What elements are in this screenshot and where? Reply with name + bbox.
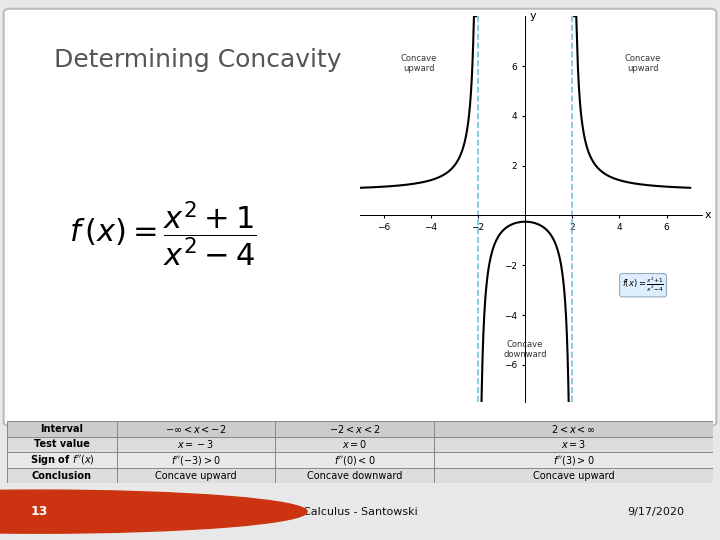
Text: $f\,(x) = \dfrac{x^2+1}{x^2-4}$: $f\,(x) = \dfrac{x^2+1}{x^2-4}$: [68, 199, 256, 268]
Text: Concave downward: Concave downward: [307, 470, 402, 481]
Text: 9/17/2020: 9/17/2020: [628, 507, 685, 517]
Bar: [117, 437, 275, 453]
Bar: [7, 437, 117, 453]
Text: Concave upward: Concave upward: [155, 470, 237, 481]
Text: Concave
upward: Concave upward: [625, 53, 661, 73]
Text: x: x: [704, 211, 711, 220]
Text: $-2 < x < 2$: $-2 < x < 2$: [329, 423, 380, 435]
Bar: [434, 453, 713, 468]
FancyBboxPatch shape: [4, 9, 716, 426]
Text: $x = 0$: $x = 0$: [342, 438, 367, 450]
Bar: [434, 421, 713, 437]
Text: $f''(3) > 0$: $f''(3) > 0$: [553, 454, 594, 467]
Bar: [275, 437, 434, 453]
Circle shape: [0, 490, 307, 533]
Text: $x = -3$: $x = -3$: [177, 438, 215, 450]
Text: Concave
upward: Concave upward: [401, 53, 437, 73]
Text: Concave upward: Concave upward: [533, 470, 614, 481]
Text: Calculus - Santowski: Calculus - Santowski: [302, 507, 418, 517]
Text: $-\infty < x < -2$: $-\infty < x < -2$: [166, 423, 227, 435]
Text: 13: 13: [30, 505, 48, 518]
Text: $f''(-3) > 0$: $f''(-3) > 0$: [171, 454, 221, 467]
Bar: [275, 421, 434, 437]
Text: $f''(0) < 0$: $f''(0) < 0$: [334, 454, 375, 467]
Bar: [275, 468, 434, 483]
Text: $f(x){=}\frac{x^2{+}1}{x^2{-}4}$: $f(x){=}\frac{x^2{+}1}{x^2{-}4}$: [622, 276, 664, 294]
Bar: [117, 453, 275, 468]
Text: y: y: [530, 11, 536, 21]
Text: Concave
downward: Concave downward: [503, 340, 547, 360]
Text: $2 < x < \infty$: $2 < x < \infty$: [551, 423, 596, 435]
Bar: [7, 453, 117, 468]
Text: $x = 3$: $x = 3$: [561, 438, 586, 450]
Bar: [7, 421, 117, 437]
Bar: [117, 421, 275, 437]
Text: Determining Concavity: Determining Concavity: [54, 49, 341, 72]
Text: Interval: Interval: [40, 424, 84, 434]
Text: Test value: Test value: [34, 440, 90, 449]
Bar: [117, 468, 275, 483]
Text: Sign of $f''(x)$: Sign of $f''(x)$: [30, 453, 94, 467]
Bar: [275, 453, 434, 468]
Bar: [434, 468, 713, 483]
Bar: [7, 468, 117, 483]
Bar: [434, 437, 713, 453]
Text: Conclusion: Conclusion: [32, 470, 92, 481]
